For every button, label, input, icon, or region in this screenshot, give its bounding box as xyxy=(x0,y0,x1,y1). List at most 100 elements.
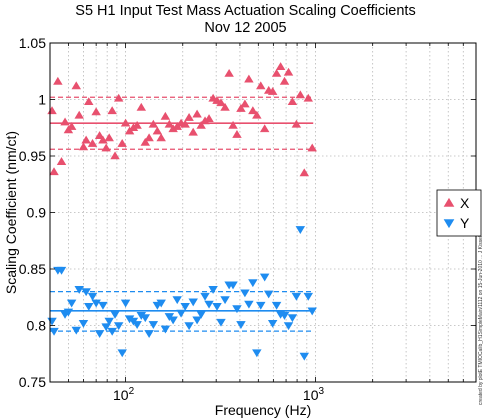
data-point-y xyxy=(107,327,117,336)
data-point-x xyxy=(160,111,171,120)
data-point-x xyxy=(78,142,89,151)
x-tick-label: 103 xyxy=(303,386,325,403)
data-point-x xyxy=(117,138,127,147)
data-point-y xyxy=(144,330,154,338)
data-point-x xyxy=(184,113,194,121)
data-point-x xyxy=(60,117,70,126)
data-point-x xyxy=(252,110,262,119)
side-note: created by plotE TMIOCalib_H1SimpleMain/… xyxy=(478,236,484,405)
legend: XY xyxy=(436,189,482,237)
data-point-x xyxy=(104,133,114,142)
data-point-x xyxy=(283,67,294,76)
data-point-x xyxy=(240,99,250,108)
data-point-x xyxy=(136,102,147,111)
data-point-y xyxy=(156,299,166,308)
data-point-y xyxy=(120,299,131,308)
data-point-y xyxy=(263,290,274,299)
data-point-x xyxy=(91,107,101,116)
data-point-y xyxy=(132,321,142,329)
legend-marker-y xyxy=(443,219,455,229)
data-point-y xyxy=(279,312,290,320)
data-point-x xyxy=(216,98,226,107)
x-axis-label: Frequency (Hz) xyxy=(215,402,311,418)
data-point-y xyxy=(267,319,278,328)
data-point-x xyxy=(71,81,81,90)
legend-marker-x xyxy=(443,197,455,207)
data-point-x xyxy=(248,106,258,115)
data-point-y xyxy=(180,302,190,311)
data-point-x xyxy=(110,151,120,160)
y-tick-label: 0.8 xyxy=(27,318,47,334)
data-point-y xyxy=(299,352,310,361)
legend-box xyxy=(436,189,482,237)
data-point-x xyxy=(98,135,108,144)
data-point-x xyxy=(303,93,313,102)
data-point-x xyxy=(81,135,91,144)
data-point-x xyxy=(256,81,266,90)
chart-title-line-1: S5 H1 Input Test Mass Actuation Scaling … xyxy=(75,3,416,19)
data-point-y xyxy=(148,321,159,329)
data-point-y xyxy=(291,292,302,301)
data-point-x xyxy=(113,93,124,102)
data-point-y xyxy=(66,299,77,308)
data-point-x xyxy=(228,120,238,129)
data-point-y xyxy=(208,286,218,294)
data-point-y xyxy=(84,302,94,311)
data-point-y xyxy=(91,299,101,308)
data-point-y xyxy=(184,322,194,331)
y-tick-label: 0.75 xyxy=(19,374,46,390)
data-point-y xyxy=(140,314,151,323)
data-point-y xyxy=(104,317,114,326)
data-point-x xyxy=(56,157,67,165)
data-point-y xyxy=(160,325,171,334)
data-point-x xyxy=(295,90,306,99)
data-point-x xyxy=(188,127,198,136)
data-point-x xyxy=(152,126,163,135)
data-point-y xyxy=(71,326,81,335)
data-point-x xyxy=(120,118,131,127)
data-point-x xyxy=(148,119,159,128)
data-point-y xyxy=(47,317,57,326)
marker-layer xyxy=(47,62,317,361)
data-point-x xyxy=(101,143,111,152)
data-point-x xyxy=(74,110,84,119)
data-point-x xyxy=(164,119,175,128)
data-point-y xyxy=(63,308,74,317)
data-point-y xyxy=(244,300,254,309)
data-point-y xyxy=(87,292,98,301)
data-point-x xyxy=(49,167,59,176)
data-point-y xyxy=(287,314,298,323)
y-tick-label: 0.95 xyxy=(19,148,46,164)
y-tick-label: 0.9 xyxy=(27,205,47,221)
data-point-x xyxy=(66,122,77,130)
data-point-y xyxy=(228,281,238,290)
data-point-y xyxy=(168,316,178,325)
data-point-y xyxy=(236,321,246,329)
data-point-x xyxy=(236,103,246,112)
data-point-y xyxy=(200,292,210,301)
chart-title-line-2: Nov 12 2005 xyxy=(204,20,287,36)
data-point-y xyxy=(56,266,67,275)
data-point-y xyxy=(176,309,186,318)
data-point-y xyxy=(252,349,262,358)
x-tick-label: 102 xyxy=(113,386,135,403)
data-point-y xyxy=(307,307,317,316)
y-tick-label: 1 xyxy=(38,92,46,108)
data-point-x xyxy=(287,97,298,106)
data-point-y xyxy=(303,292,313,301)
data-point-y xyxy=(248,279,258,288)
data-point-x xyxy=(299,168,310,177)
data-point-y xyxy=(295,226,306,235)
data-point-x xyxy=(224,68,234,77)
data-point-x xyxy=(275,62,286,71)
data-point-x xyxy=(84,97,94,106)
data-point-y xyxy=(117,349,127,358)
data-point-x xyxy=(140,137,151,146)
data-point-y xyxy=(259,273,270,282)
data-point-y xyxy=(196,310,206,319)
data-point-y xyxy=(283,322,294,331)
data-point-y xyxy=(192,316,202,325)
data-point-y xyxy=(49,327,59,336)
data-point-x xyxy=(271,68,282,77)
y-tick-label: 0.85 xyxy=(19,261,46,277)
